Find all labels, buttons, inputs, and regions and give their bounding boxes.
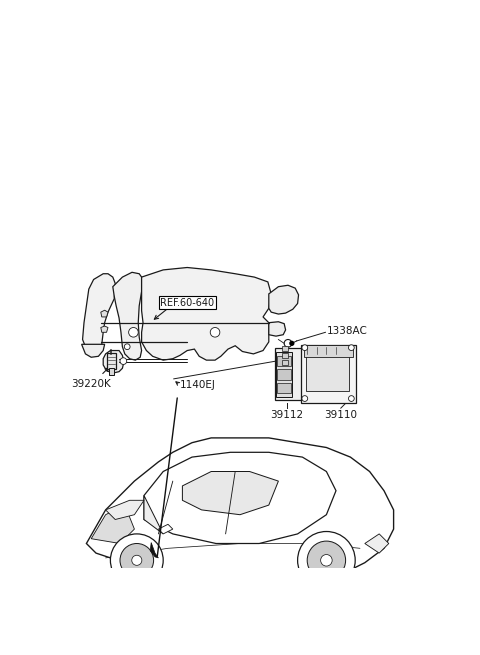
Text: 39110: 39110 [324, 410, 357, 420]
Circle shape [321, 555, 332, 566]
Circle shape [298, 531, 355, 589]
Polygon shape [269, 286, 299, 314]
Circle shape [120, 544, 154, 577]
Circle shape [307, 541, 346, 580]
Polygon shape [86, 438, 394, 591]
Polygon shape [101, 326, 108, 332]
FancyBboxPatch shape [301, 345, 356, 403]
FancyBboxPatch shape [282, 346, 288, 350]
Text: 1338AC: 1338AC [326, 326, 367, 336]
Circle shape [124, 344, 130, 350]
Circle shape [284, 339, 292, 347]
Text: 39220K: 39220K [72, 379, 111, 389]
Circle shape [348, 345, 354, 350]
FancyBboxPatch shape [108, 368, 114, 375]
Circle shape [302, 396, 308, 402]
Text: 1140EJ: 1140EJ [180, 380, 216, 390]
Polygon shape [82, 345, 105, 357]
Polygon shape [91, 505, 134, 544]
Circle shape [302, 345, 308, 350]
Polygon shape [142, 267, 271, 360]
Circle shape [132, 555, 142, 565]
FancyBboxPatch shape [304, 345, 353, 357]
Polygon shape [150, 542, 158, 558]
Circle shape [110, 534, 163, 587]
FancyBboxPatch shape [276, 352, 292, 397]
Circle shape [120, 358, 127, 364]
FancyBboxPatch shape [306, 354, 349, 391]
Text: REF.60-640: REF.60-640 [160, 297, 214, 308]
Polygon shape [113, 272, 142, 360]
Polygon shape [106, 500, 144, 519]
FancyBboxPatch shape [282, 360, 288, 365]
Circle shape [290, 341, 294, 345]
Polygon shape [144, 453, 336, 544]
FancyBboxPatch shape [277, 356, 291, 366]
Polygon shape [365, 534, 389, 553]
FancyBboxPatch shape [277, 369, 291, 380]
FancyBboxPatch shape [277, 383, 291, 393]
Polygon shape [144, 495, 163, 534]
Circle shape [348, 396, 354, 402]
FancyBboxPatch shape [107, 353, 116, 369]
Circle shape [210, 328, 220, 337]
Polygon shape [103, 350, 124, 373]
Polygon shape [158, 524, 173, 534]
FancyBboxPatch shape [282, 353, 288, 358]
Polygon shape [101, 310, 108, 317]
Polygon shape [269, 322, 286, 336]
FancyBboxPatch shape [275, 348, 313, 400]
Polygon shape [83, 274, 115, 350]
Circle shape [129, 328, 138, 337]
Polygon shape [182, 472, 278, 515]
Text: 39112: 39112 [270, 410, 304, 420]
